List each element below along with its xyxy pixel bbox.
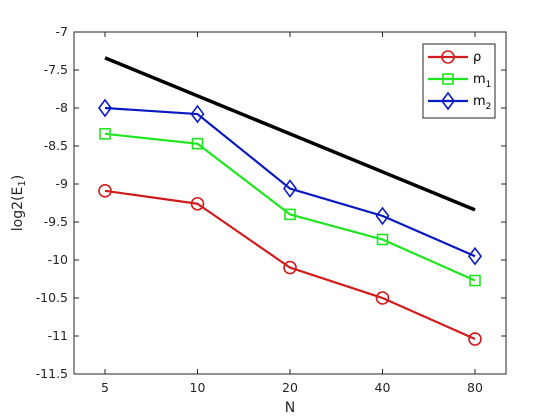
legend-label: m1 <box>473 72 491 90</box>
x-axis-ticks: 5 10 20 40 80 <box>101 32 483 395</box>
x-tick-label: 20 <box>282 380 298 395</box>
series-reference-line <box>104 56 476 212</box>
legend-label-main: m <box>473 94 486 109</box>
data-point <box>468 332 482 346</box>
legend-marker <box>442 73 454 85</box>
data-point <box>375 206 390 226</box>
data-point <box>283 260 297 275</box>
data-point <box>283 179 297 198</box>
y-axis-label-close: ) <box>10 175 26 180</box>
legend-marker <box>441 50 455 64</box>
y-axis-label-subscript: 1 <box>17 180 28 186</box>
y-tick-label: -9 <box>56 176 69 191</box>
y-tick-label: -10 <box>48 252 68 267</box>
data-point <box>191 137 204 150</box>
y-tick-label: -11 <box>48 328 68 343</box>
x-axis-label: N <box>285 400 295 416</box>
data-point <box>469 274 481 287</box>
legend-label-subscript: 2 <box>486 102 492 112</box>
x-tick-label: 5 <box>101 380 109 395</box>
legend-entry: ρ <box>428 50 481 65</box>
series-line <box>104 189 476 341</box>
x-tick-label: 10 <box>190 380 206 395</box>
legend-label-main: ρ <box>473 50 481 65</box>
legend-label-subscript: 1 <box>486 80 492 90</box>
data-point <box>284 208 296 221</box>
y-tick-label: -10.5 <box>36 290 68 305</box>
data-point <box>468 246 482 266</box>
data-point <box>98 184 112 198</box>
y-tick-label: -7.5 <box>44 62 68 77</box>
x-tick-label: 80 <box>467 380 483 395</box>
data-point <box>99 128 111 140</box>
y-tick-label: -7 <box>56 24 68 39</box>
legend-marker <box>441 91 455 111</box>
data-point <box>190 196 205 211</box>
series-line <box>104 132 476 282</box>
y-axis-label-main: log2(E <box>10 187 26 232</box>
series-square-1 <box>99 128 481 287</box>
data-point <box>98 98 112 118</box>
x-tick-label: 40 <box>375 380 391 395</box>
y-tick-label: -9.5 <box>44 214 68 229</box>
legend-label: m2 <box>473 94 491 112</box>
series-line <box>104 106 476 258</box>
data-point <box>376 233 389 246</box>
legend-entry: m2 <box>428 91 491 112</box>
legend-entry: m1 <box>428 72 491 90</box>
series-diamond-2 <box>98 98 482 266</box>
legend-label: ρ <box>473 50 481 65</box>
series-line <box>104 56 476 212</box>
y-tick-label: -11.5 <box>36 366 68 381</box>
y-tick-label: -8 <box>56 100 69 115</box>
series-layer <box>98 56 482 346</box>
y-tick-label: -8.5 <box>44 138 68 153</box>
y-axis-ticks: -7 -7.5 -8 -8.5 -9 -9.5 -10 -10.5 -11 -11.5 <box>36 24 506 381</box>
y-axis-label: log2(E1) <box>10 175 28 231</box>
data-point <box>190 104 205 124</box>
series-circle-0 <box>98 184 482 346</box>
legend-label-main: m <box>473 72 486 87</box>
data-point <box>375 291 390 305</box>
